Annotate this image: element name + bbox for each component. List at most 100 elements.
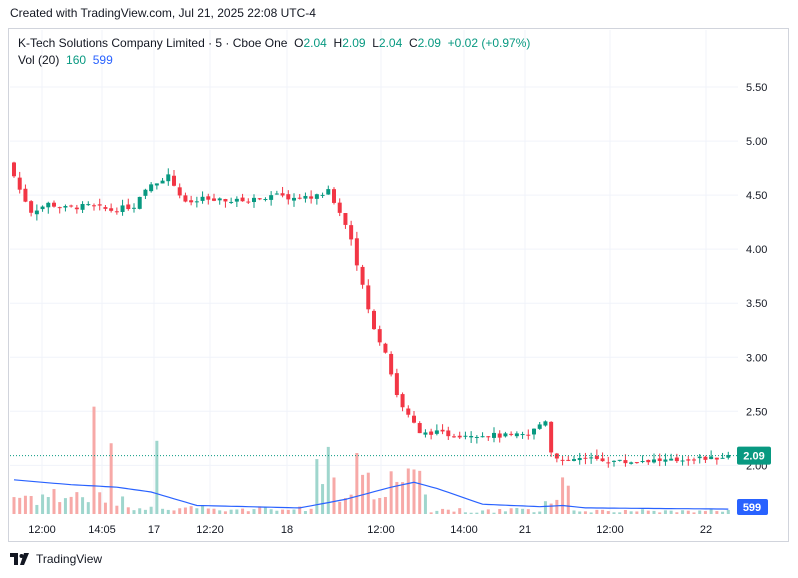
candle-body — [286, 194, 291, 200]
footer-brand-text: TradingView — [36, 552, 103, 566]
candle-body — [463, 435, 468, 437]
x-tick-label: 12:20 — [196, 524, 224, 536]
candle-body — [23, 188, 28, 202]
ohlc-row: K-Tech Solutions Company Limited · 5 · C… — [18, 35, 530, 52]
candle-body — [74, 207, 79, 210]
candle-body — [383, 343, 388, 353]
volume-bar — [463, 512, 467, 514]
volume-bar — [452, 511, 456, 514]
candle-body — [549, 421, 554, 453]
candle-body — [172, 175, 176, 186]
volume-bar — [538, 511, 542, 514]
candle-body — [509, 433, 514, 435]
volume-bar — [189, 506, 193, 514]
volume-bar — [555, 499, 559, 514]
volume-bar — [172, 510, 176, 514]
volume-bar — [269, 509, 273, 514]
x-tick-label: 12:00 — [596, 524, 624, 536]
low-label: L — [372, 36, 379, 50]
candle-body — [417, 423, 422, 434]
candle-body — [194, 201, 199, 203]
volume-bar — [726, 509, 730, 514]
volume-bar — [355, 453, 359, 514]
candle-body — [372, 310, 376, 330]
volume-bar — [138, 508, 142, 514]
y-tick-label: 3.00 — [746, 352, 767, 364]
low-value: 2.04 — [378, 36, 403, 50]
volume-bar — [206, 508, 210, 514]
footer-brand[interactable]: TradingView — [10, 552, 102, 566]
y-axis: 5.505.004.504.003.503.002.502.00 — [746, 82, 767, 472]
volume-bar — [389, 471, 393, 514]
candle-body — [520, 434, 525, 436]
volume-bar — [292, 509, 296, 514]
close-value: 2.09 — [417, 36, 441, 50]
candle-body — [354, 238, 359, 266]
volume-bar — [441, 508, 445, 514]
volume-bar — [686, 510, 690, 514]
volume-bar — [41, 494, 45, 514]
candle-body — [252, 197, 256, 203]
volume-bar — [63, 498, 67, 514]
volume-bar — [521, 508, 525, 514]
volume-bar — [212, 508, 216, 514]
volume-bar — [286, 509, 290, 514]
volume-bars — [12, 406, 730, 514]
volume-bar — [646, 510, 650, 514]
volume-bar — [406, 468, 410, 514]
volume-bar — [143, 509, 147, 514]
volume-bar — [235, 509, 239, 514]
symbol-name: K-Tech Solutions Company Limited · 5 · C… — [18, 36, 288, 50]
y-tick-label: 5.00 — [746, 136, 767, 148]
volume-bar — [675, 512, 679, 514]
volume-bar — [641, 509, 645, 514]
volume-bar — [481, 510, 485, 514]
candle-body — [189, 200, 194, 203]
volume-bar — [383, 496, 387, 514]
volume-bar — [281, 509, 285, 514]
volume-bar — [201, 505, 205, 514]
candle-body — [80, 204, 85, 210]
volume-bar — [195, 508, 199, 514]
candle-body — [69, 205, 74, 207]
volume-label: Vol (20) — [18, 53, 60, 67]
volume-ma-badge-label: 599 — [743, 502, 761, 514]
candle-body — [206, 196, 211, 200]
volume-bar — [223, 511, 227, 514]
volume-bar — [692, 512, 696, 514]
volume-bar — [86, 502, 90, 514]
candle-body — [229, 201, 234, 203]
candle-body — [497, 433, 502, 438]
candle-body — [474, 436, 479, 438]
candle-body — [543, 421, 548, 426]
candle-body — [137, 196, 142, 209]
candle-body — [400, 394, 405, 408]
volume-bar — [103, 502, 107, 514]
volume-bar — [166, 509, 170, 514]
candle-body — [583, 457, 588, 459]
volume-bar — [29, 496, 33, 514]
candle-body — [640, 461, 645, 463]
y-tick-label: 2.50 — [746, 406, 767, 418]
candle-body — [212, 198, 216, 201]
y-tick-label: 4.00 — [746, 244, 767, 256]
volume-bar — [543, 501, 547, 514]
candle-body — [692, 459, 696, 461]
candle-body — [177, 187, 182, 196]
volume-ma-path — [13, 479, 729, 510]
candle-body — [532, 428, 536, 435]
volume-bar — [595, 509, 599, 514]
candle-body — [246, 201, 251, 203]
volume-bar — [332, 477, 336, 514]
open-value: 2.04 — [303, 36, 327, 50]
volume-bar — [446, 509, 450, 514]
volume-bar — [703, 511, 707, 514]
candle-body — [154, 183, 159, 186]
volume-bar — [681, 510, 685, 514]
candle-body — [674, 457, 679, 462]
volume-bar — [343, 498, 347, 514]
candle-body — [160, 180, 165, 184]
volume-bar — [18, 497, 22, 514]
volume-ma-value: 599 — [92, 53, 113, 67]
